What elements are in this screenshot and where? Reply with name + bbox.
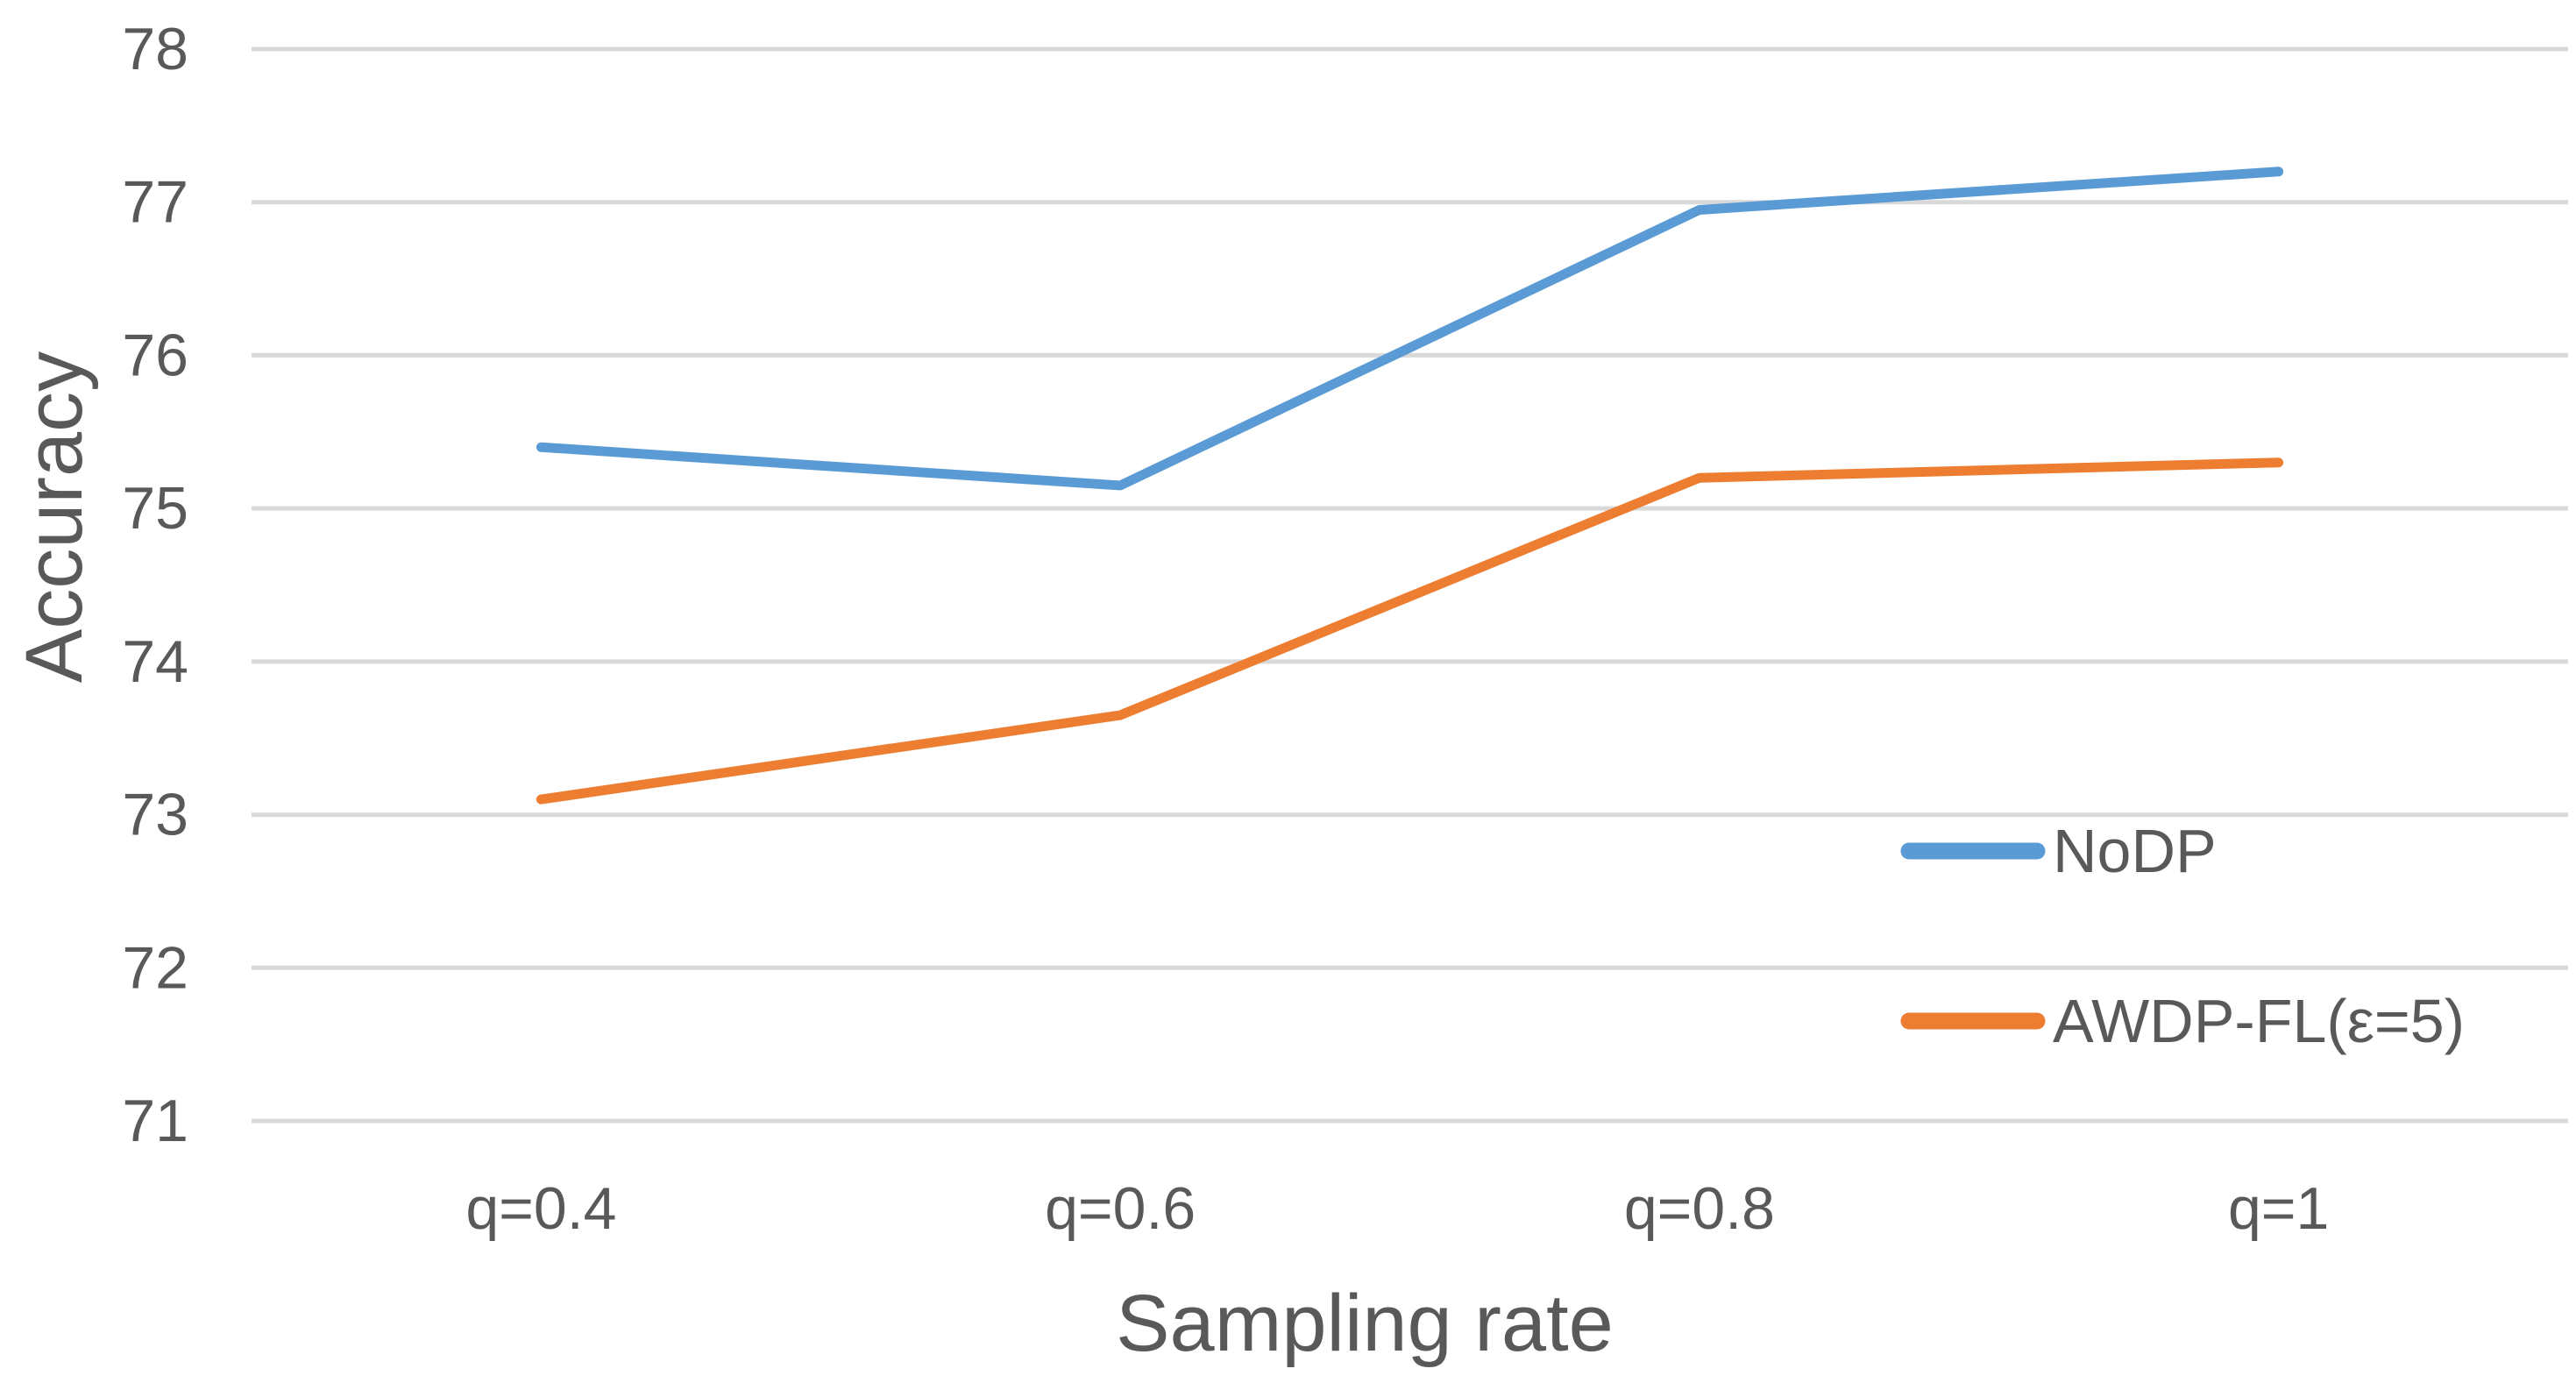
y-tick-label-73: 73 <box>122 782 188 848</box>
y-tick-label-71: 71 <box>122 1088 188 1154</box>
legend-label-AWDP-FL(ε=5): AWDP-FL(ε=5) <box>2053 987 2465 1055</box>
x-tick-label-3: q=0.8 <box>1624 1175 1775 1242</box>
x-tick-label-2: q=0.6 <box>1045 1175 1196 1242</box>
y-axis-title: Accuracy <box>10 351 99 684</box>
x-tick-label-1: q=0.4 <box>465 1175 616 1242</box>
y-tick-label-76: 76 <box>122 322 188 388</box>
x-tick-label-4: q=1 <box>2228 1175 2329 1242</box>
legend-label-NoDP: NoDP <box>2053 817 2217 885</box>
y-tick-label-77: 77 <box>122 169 188 236</box>
y-tick-label-78: 78 <box>122 16 188 82</box>
y-tick-label-74: 74 <box>122 628 188 695</box>
x-axis-title: Sampling rate <box>1116 1279 1614 1368</box>
series-line-AWDP-FL(ε=5) <box>536 457 2284 805</box>
y-tick-label-72: 72 <box>122 934 188 1001</box>
y-tick-label-75: 75 <box>122 475 188 542</box>
series-line-NoDP <box>536 167 2284 491</box>
